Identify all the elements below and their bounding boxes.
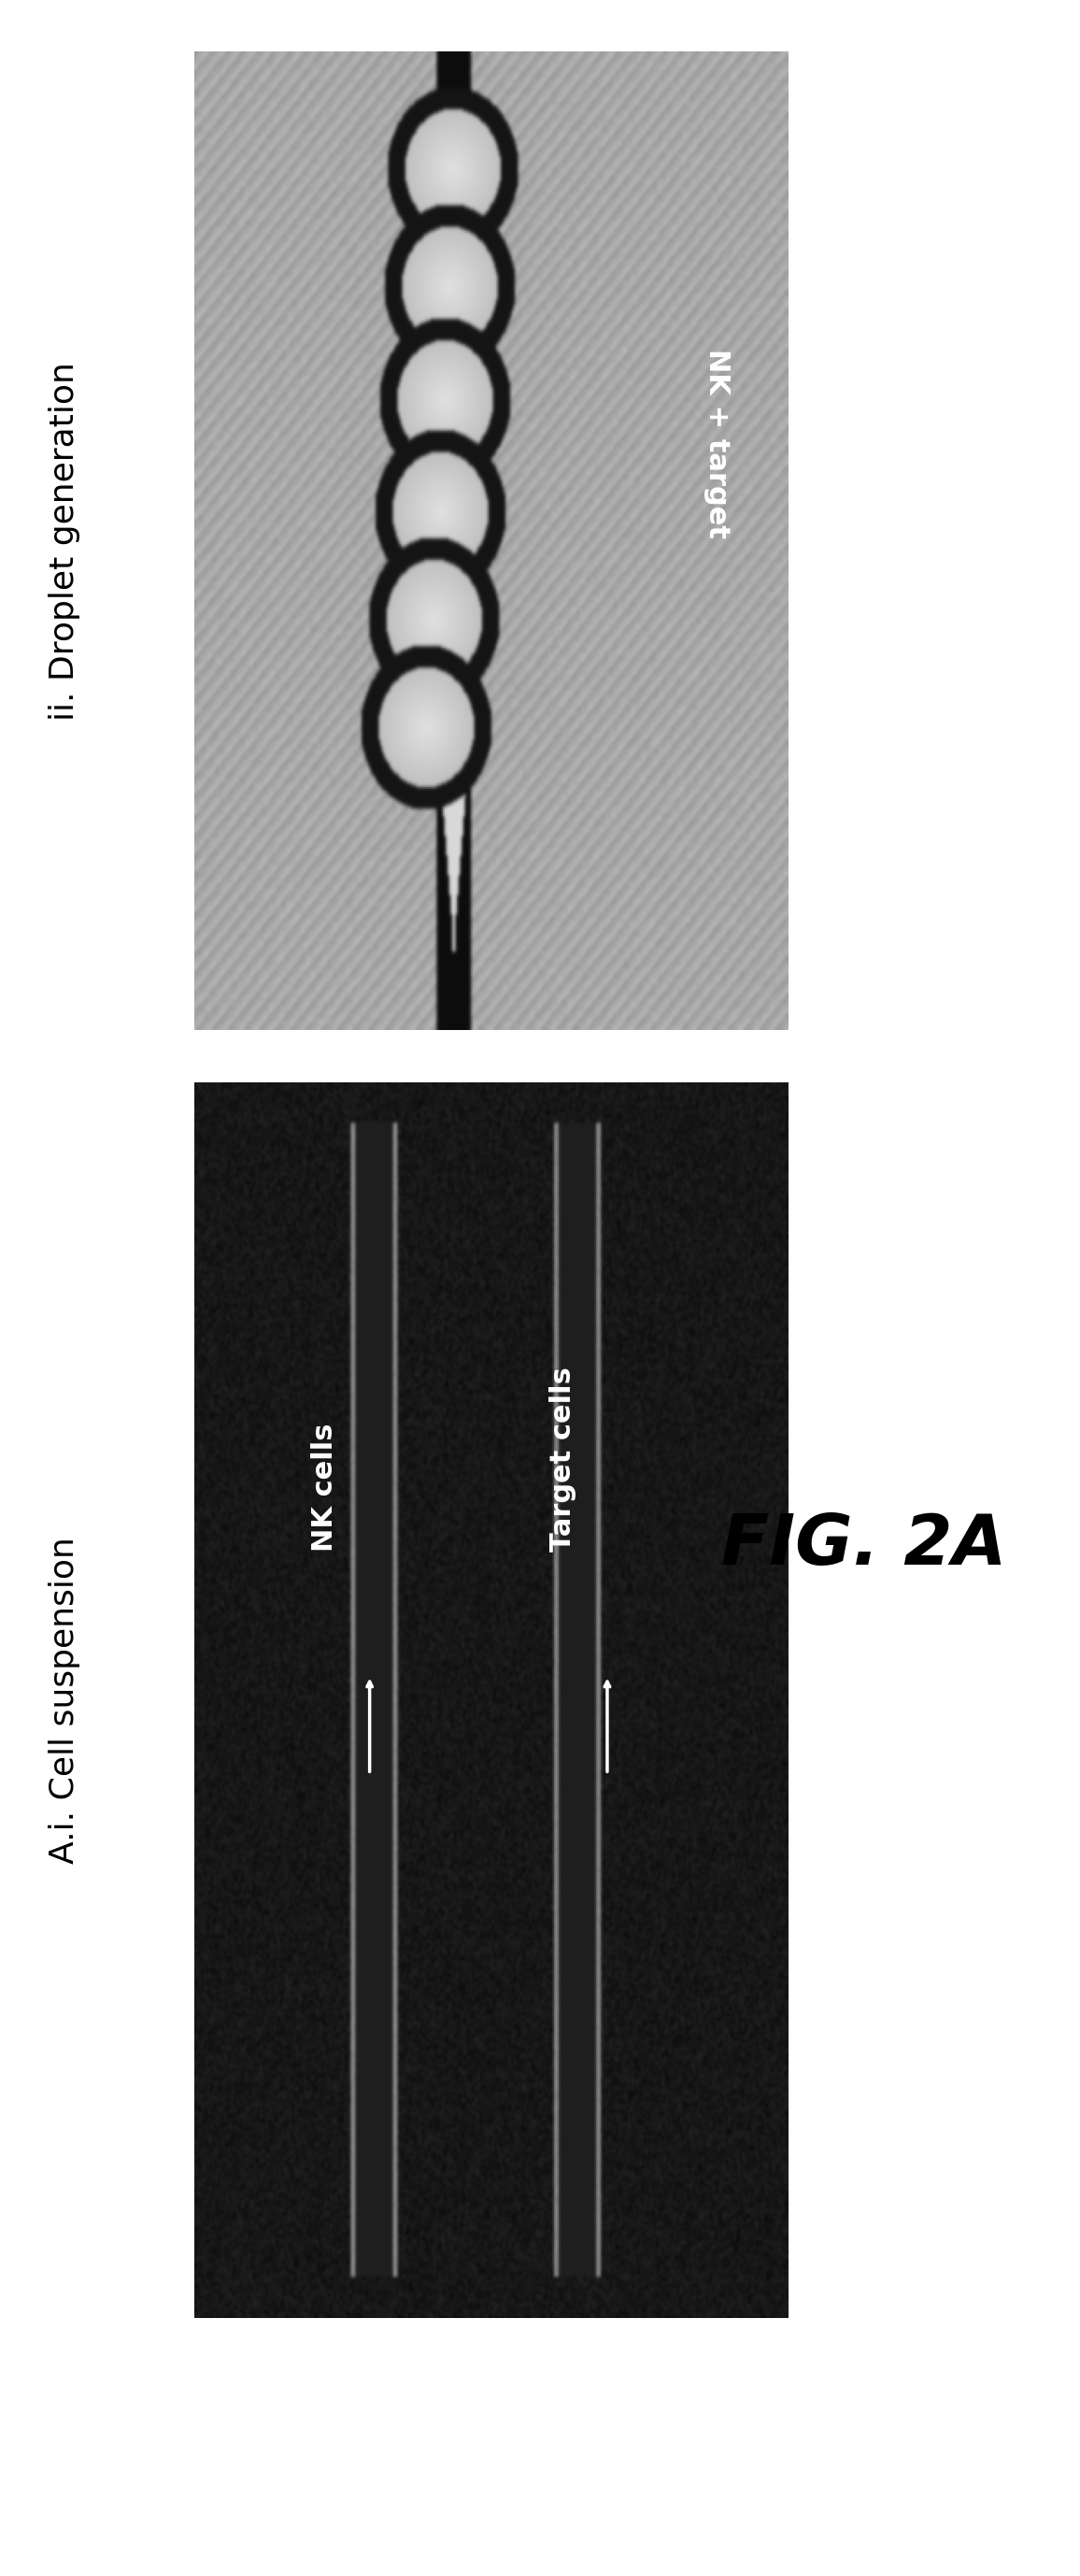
Text: NK + target: NK + target [703,348,731,538]
Text: Target cells: Target cells [549,1368,577,1551]
Text: A.i. Cell suspension: A.i. Cell suspension [49,1538,81,1862]
Text: FIG. 2A: FIG. 2A [721,1512,1007,1579]
Text: ii. Droplet generation: ii. Droplet generation [49,361,81,721]
Text: NK cells: NK cells [311,1425,339,1551]
